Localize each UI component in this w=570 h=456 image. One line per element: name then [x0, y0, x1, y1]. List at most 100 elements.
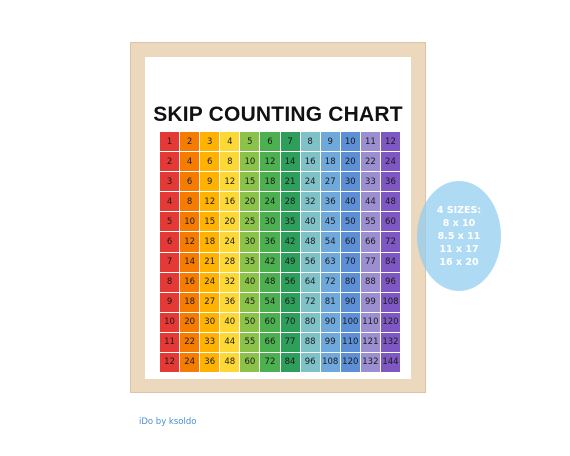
grid-cell: 12	[380, 132, 400, 152]
grid-cell: 66	[360, 232, 380, 252]
grid-cell: 20	[240, 192, 260, 212]
grid-cell: 88	[300, 332, 320, 352]
grid-cell: 54	[320, 232, 340, 252]
grid-cell: 24	[180, 352, 200, 372]
grid-cell: 80	[300, 312, 320, 332]
grid-cell: 42	[280, 232, 300, 252]
grid-cell: 36	[380, 172, 400, 192]
grid-cell: 35	[240, 252, 260, 272]
grid-cell: 10	[180, 212, 200, 232]
grid-cell: 12	[260, 152, 280, 172]
grid-cell: 72	[300, 292, 320, 312]
badge-line: 16 x 20	[439, 256, 479, 268]
badge-line: 4 SIZES:	[436, 204, 482, 216]
grid-cell: 16	[180, 272, 200, 292]
grid-cell: 45	[320, 212, 340, 232]
grid-cell: 36	[200, 352, 220, 372]
grid-cell: 50	[340, 212, 360, 232]
grid-cell: 70	[340, 252, 360, 272]
grid-cell: 44	[360, 192, 380, 212]
grid-cell: 110	[340, 332, 360, 352]
sizes-badge: 4 SIZES: 8 x 10 8.5 x 11 11 x 17 16 x 20	[417, 181, 501, 291]
grid-cell: 72	[320, 272, 340, 292]
grid-cell: 8	[300, 132, 320, 152]
grid-cell: 30	[200, 312, 220, 332]
grid-cell: 55	[240, 332, 260, 352]
grid-cell: 35	[280, 212, 300, 232]
grid-cell: 54	[260, 292, 280, 312]
grid-cell: 9	[320, 132, 340, 152]
grid-cell: 99	[360, 292, 380, 312]
grid-cell: 36	[320, 192, 340, 212]
grid-cell: 30	[340, 172, 360, 192]
grid-cell: 10	[340, 132, 360, 152]
grid-cell: 8	[160, 272, 180, 292]
grid-cell: 14	[180, 252, 200, 272]
grid-cell: 15	[200, 212, 220, 232]
grid-cell: 4	[220, 132, 240, 152]
grid-cell: 27	[200, 292, 220, 312]
grid-cell: 32	[300, 192, 320, 212]
grid-cell: 16	[300, 152, 320, 172]
grid-cell: 24	[220, 232, 240, 252]
grid-cell: 80	[340, 272, 360, 292]
badge-line: 11 x 17	[439, 243, 479, 255]
grid-cell: 20	[340, 152, 360, 172]
grid-cell: 5	[160, 212, 180, 232]
grid-cell: 48	[220, 352, 240, 372]
grid-cell: 24	[300, 172, 320, 192]
grid-cell: 77	[360, 252, 380, 272]
grid-cell: 72	[380, 232, 400, 252]
grid-cell: 30	[240, 232, 260, 252]
grid-cell: 90	[320, 312, 340, 332]
grid-cell: 48	[260, 272, 280, 292]
grid-cell: 8	[220, 152, 240, 172]
grid-cell: 100	[340, 312, 360, 332]
grid-cell: 18	[320, 152, 340, 172]
grid-cell: 96	[300, 352, 320, 372]
grid-cell: 2	[180, 132, 200, 152]
grid-cell: 12	[160, 352, 180, 372]
grid-cell: 132	[380, 332, 400, 352]
grid-cell: 6	[260, 132, 280, 152]
grid-cell: 25	[240, 212, 260, 232]
grid-cell: 2	[160, 152, 180, 172]
grid-cell: 44	[220, 332, 240, 352]
grid-cell: 60	[240, 352, 260, 372]
grid-cell: 15	[240, 172, 260, 192]
grid-cell: 22	[180, 332, 200, 352]
grid-cell: 22	[360, 152, 380, 172]
grid-cell: 56	[280, 272, 300, 292]
grid-cell: 77	[280, 332, 300, 352]
grid-cell: 16	[220, 192, 240, 212]
grid-cell: 108	[320, 352, 340, 372]
grid-cell: 132	[360, 352, 380, 372]
grid-cell: 84	[380, 252, 400, 272]
grid-cell: 3	[160, 172, 180, 192]
grid-cell: 9	[200, 172, 220, 192]
grid-cell: 30	[260, 212, 280, 232]
grid-cell: 88	[360, 272, 380, 292]
grid-cell: 49	[280, 252, 300, 272]
grid-cell: 60	[260, 312, 280, 332]
grid-cell: 96	[380, 272, 400, 292]
grid-cell: 121	[360, 332, 380, 352]
grid-cell: 7	[280, 132, 300, 152]
shop-credit: iDo by ksoldo	[139, 417, 197, 427]
grid-cell: 84	[280, 352, 300, 372]
grid-cell: 90	[340, 292, 360, 312]
grid-cell: 18	[180, 292, 200, 312]
grid-cell: 36	[220, 292, 240, 312]
grid-cell: 99	[320, 332, 340, 352]
grid-cell: 5	[240, 132, 260, 152]
grid-cell: 7	[160, 252, 180, 272]
grid-cell: 9	[160, 292, 180, 312]
grid-cell: 14	[280, 152, 300, 172]
grid-cell: 40	[340, 192, 360, 212]
grid-cell: 18	[200, 232, 220, 252]
grid-cell: 3	[200, 132, 220, 152]
grid-cell: 40	[220, 312, 240, 332]
grid-cell: 120	[380, 312, 400, 332]
grid-cell: 48	[300, 232, 320, 252]
grid-cell: 60	[340, 232, 360, 252]
